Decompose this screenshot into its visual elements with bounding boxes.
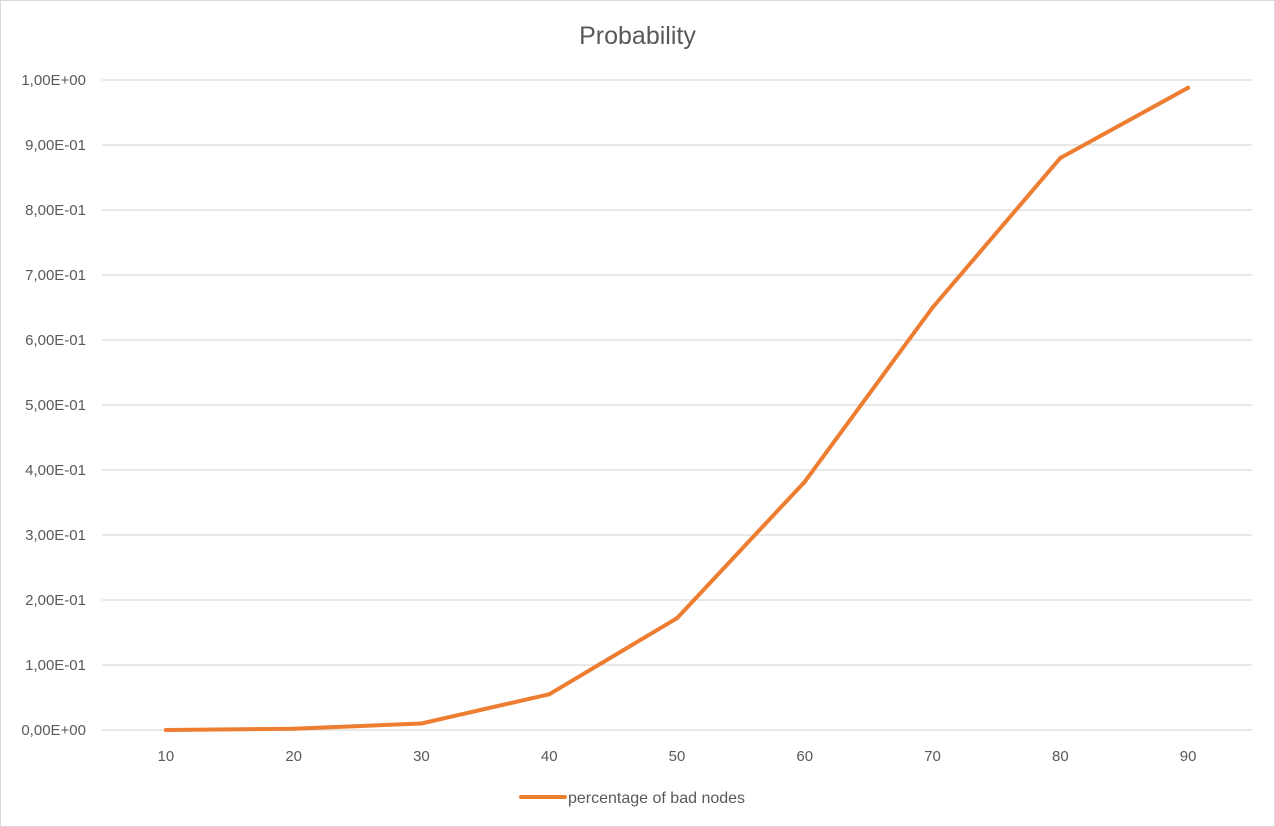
data-point (1058, 156, 1063, 160)
x-tick-label: 10 (158, 748, 175, 765)
x-tick-label: 70 (924, 748, 941, 765)
gridlines (102, 79, 1252, 731)
y-tick-label: 9,00E-01 (25, 137, 86, 154)
x-tick-label: 80 (1052, 748, 1069, 765)
data-point (802, 479, 807, 484)
legend: percentage of bad nodes (519, 790, 745, 807)
data-point (547, 692, 552, 697)
data-point (419, 721, 424, 726)
x-tick-label: 40 (541, 748, 558, 765)
y-tick-label: 8,00E-01 (25, 202, 86, 219)
y-tick-label: 7,00E-01 (25, 267, 86, 284)
chart-title: Probability (579, 22, 696, 50)
y-tick-label: 1,00E+00 (21, 72, 86, 89)
data-point (675, 616, 679, 621)
y-axis-ticks: 0,00E+00 1,00E-01 2,00E-01 3,00E-01 4,00E-01… (21, 72, 86, 739)
y-tick-label: 4,00E-01 (25, 462, 86, 479)
x-tick-label: 50 (669, 748, 686, 765)
data-point (1186, 85, 1191, 90)
data-point (163, 728, 168, 732)
y-tick-label: 5,00E-01 (25, 397, 86, 414)
data-point (291, 726, 296, 731)
x-tick-label: 60 (796, 748, 813, 765)
data-point (930, 305, 935, 310)
series-line (163, 85, 1191, 732)
y-tick-label: 6,00E-01 (25, 332, 86, 349)
legend-label: percentage of bad nodes (568, 790, 745, 807)
series-layer (163, 85, 1191, 732)
x-axis-ticks: 10 20 30 40 50 60 70 80 90 (158, 748, 1197, 765)
x-tick-label: 30 (413, 748, 430, 765)
y-tick-label: 0,00E+00 (21, 722, 86, 739)
x-tick-label: 20 (285, 748, 302, 765)
y-tick-label: 3,00E-01 (25, 527, 86, 544)
y-tick-label: 2,00E-01 (25, 592, 86, 609)
y-tick-label: 1,00E-01 (25, 657, 86, 674)
x-tick-label: 90 (1180, 748, 1197, 765)
